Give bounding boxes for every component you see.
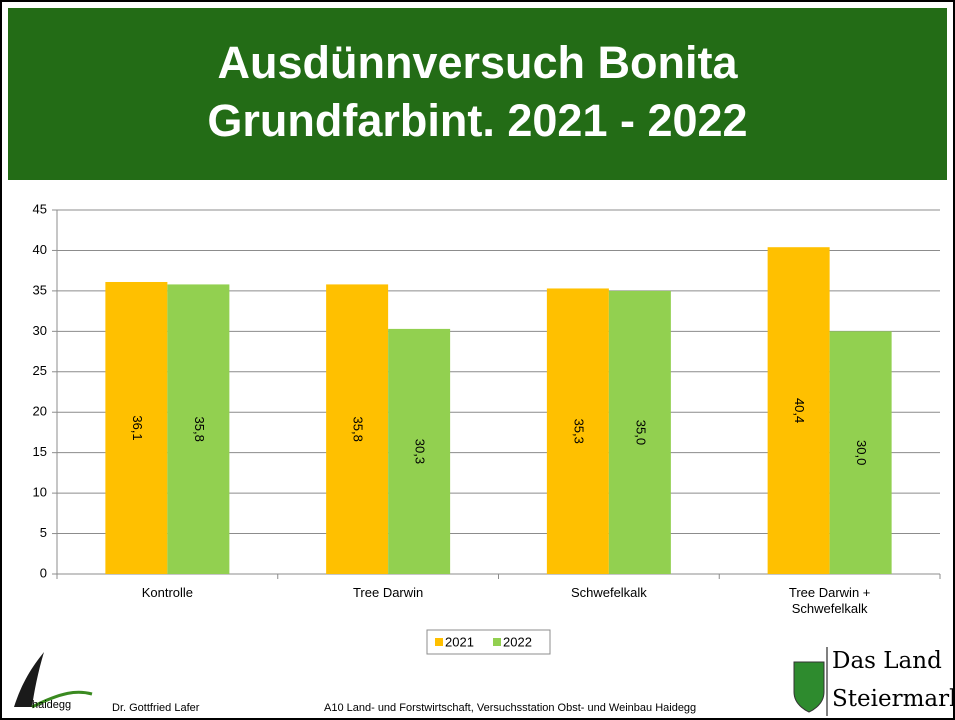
legend-box bbox=[426, 629, 551, 655]
bar bbox=[105, 281, 168, 574]
value-label: 40,4 bbox=[792, 398, 807, 423]
y-tick-label: 45 bbox=[33, 201, 47, 216]
bar bbox=[829, 331, 892, 574]
y-tick-label: 30 bbox=[33, 323, 47, 338]
institution: A10 Land- und Forstwirtschaft, Versuchss… bbox=[324, 702, 697, 714]
x-tick-label: Tree Darwin bbox=[352, 585, 424, 600]
y-tick-label: 15 bbox=[33, 444, 47, 459]
logo-leaf bbox=[14, 652, 44, 707]
y-tick-label: 35 bbox=[33, 282, 47, 297]
x-tick-label: Kontrolle bbox=[141, 585, 194, 600]
x-tick-label: Schwefelkalk bbox=[570, 585, 647, 600]
bar bbox=[388, 328, 451, 574]
coat-of-arms bbox=[793, 661, 825, 713]
author: Dr. Gottfried Lafer bbox=[112, 702, 200, 714]
bar bbox=[546, 288, 609, 574]
x-tick-label: Tree Darwin + Schwefelkalk bbox=[788, 585, 871, 616]
legend-label: 2021 bbox=[445, 634, 474, 649]
value-label: 35,0 bbox=[633, 420, 648, 445]
value-label: 35,8 bbox=[351, 417, 366, 442]
y-tick-label: 10 bbox=[33, 485, 47, 500]
legend-label: 2022 bbox=[503, 634, 532, 649]
value-label: 35,8 bbox=[192, 417, 207, 442]
value-label: 35,3 bbox=[571, 419, 586, 444]
header: Ausdünnversuch Bonita Grundfarbint. 2021… bbox=[8, 8, 947, 180]
bar bbox=[767, 247, 830, 574]
brand-line: Steiermark bbox=[832, 686, 955, 712]
logo-swoosh bbox=[31, 690, 93, 709]
logo-text: haidegg bbox=[32, 699, 72, 711]
brand-line: Das Land bbox=[832, 648, 942, 674]
value-label: 36,1 bbox=[130, 415, 145, 440]
y-tick-label: 40 bbox=[33, 242, 47, 257]
y-tick-label: 20 bbox=[33, 404, 47, 419]
y-tick-label: 25 bbox=[33, 363, 47, 378]
bar bbox=[167, 284, 230, 574]
bar bbox=[608, 290, 671, 574]
y-tick-label: 0 bbox=[40, 565, 47, 580]
y-tick-label: 5 bbox=[40, 525, 47, 540]
title-line: Grundfarbint. 2021 - 2022 bbox=[207, 95, 748, 146]
title-line: Ausdünnversuch Bonita bbox=[217, 37, 738, 88]
value-label: 30,0 bbox=[854, 440, 869, 465]
legend-swatch bbox=[435, 638, 443, 646]
value-label: 30,3 bbox=[413, 439, 428, 464]
legend-swatch bbox=[493, 638, 501, 646]
bar bbox=[326, 284, 389, 574]
